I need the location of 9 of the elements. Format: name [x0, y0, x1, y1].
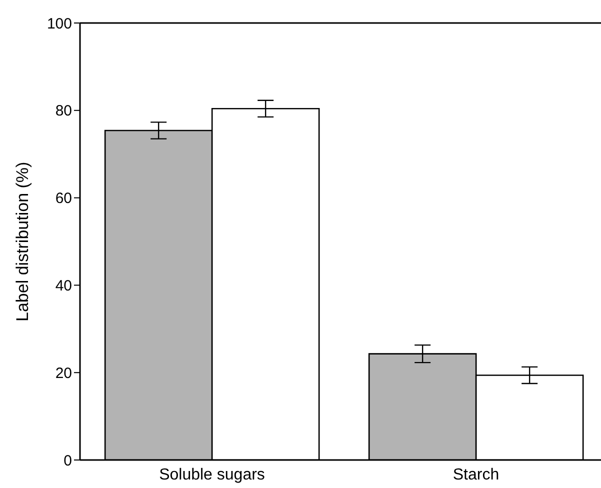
y-tick-label: 40: [55, 278, 72, 295]
x-tick-label: Soluble sugars: [159, 466, 265, 484]
y-axis-title: Label distribution (%): [13, 162, 32, 322]
y-tick-label: 60: [55, 190, 72, 208]
y-tick-label: 20: [55, 364, 72, 382]
y-tick-label: 0: [64, 452, 72, 470]
y-tick-label: 100: [46, 15, 72, 32]
x-tick-label: Starch: [452, 466, 500, 484]
y-tick-label: 80: [55, 102, 72, 120]
